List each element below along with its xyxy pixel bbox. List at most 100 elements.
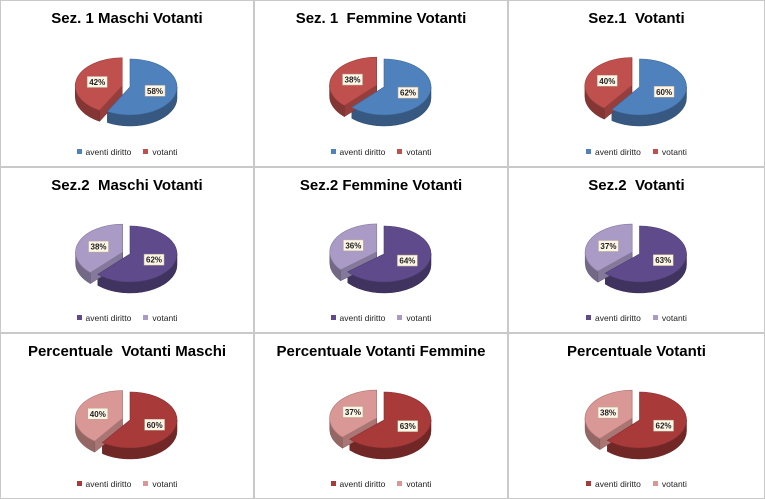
data-label: 60% bbox=[147, 421, 163, 430]
chart-legend: aventi diritto votanti bbox=[509, 313, 764, 323]
data-label: 64% bbox=[399, 257, 415, 266]
chart-title: Sez.2 Votanti bbox=[588, 177, 685, 194]
chart-title: Sez.2 Maschi Votanti bbox=[51, 177, 203, 194]
pie-chart: 62% 38% bbox=[75, 223, 178, 294]
legend-item: votanti bbox=[652, 313, 687, 323]
chart-title: Sez. 1 Maschi Votanti bbox=[51, 10, 203, 27]
data-label-box bbox=[397, 86, 419, 99]
chart-panel: Percentuale Votanti 62% 38% aventi diritto v… bbox=[508, 333, 765, 499]
legend-item: aventi diritto bbox=[330, 313, 386, 323]
legend-swatch bbox=[397, 481, 403, 486]
legend-label: aventi diritto bbox=[339, 147, 386, 157]
pie-slice-aventi-diritto bbox=[347, 225, 432, 283]
legend-label: votanti bbox=[661, 479, 687, 489]
legend-item: votanti bbox=[143, 147, 177, 157]
pie-chart: 60% 40% bbox=[584, 57, 687, 127]
legend-label: votanti bbox=[152, 313, 178, 323]
data-label: 38% bbox=[91, 243, 107, 252]
data-label-box bbox=[342, 406, 364, 418]
chart-legend: aventi diritto votanti bbox=[1, 147, 253, 157]
pie-slice-aventi-diritto bbox=[106, 58, 178, 116]
legend-item: votanti bbox=[143, 313, 177, 323]
data-label: 63% bbox=[400, 422, 416, 431]
legend-label: votanti bbox=[152, 479, 178, 489]
legend-label: aventi diritto bbox=[339, 313, 386, 323]
data-label: 58% bbox=[147, 87, 163, 96]
chart-legend: aventi diritto votanti bbox=[1, 479, 253, 489]
legend-label: votanti bbox=[406, 479, 432, 489]
pie-slice-aventi-diritto bbox=[606, 391, 687, 449]
chart-panel: Percentuale Votanti Maschi 60% 40% aventi d… bbox=[0, 333, 254, 499]
legend-swatch bbox=[143, 481, 149, 486]
pie-chart: 63% 37% bbox=[329, 389, 432, 460]
data-label: 40% bbox=[599, 77, 615, 86]
data-label-box bbox=[653, 419, 674, 432]
chart-title: Sez. 1 Femmine Votanti bbox=[295, 10, 467, 27]
legend-label: aventi diritto bbox=[595, 147, 641, 157]
data-label-box bbox=[342, 73, 363, 86]
legend-label: aventi diritto bbox=[85, 479, 132, 489]
legend-label: aventi diritto bbox=[595, 313, 641, 323]
data-label-box bbox=[86, 76, 108, 88]
chart-panel: Sez.2 Votanti 63% 37% aventi diritto votanti bbox=[508, 167, 765, 333]
pie-chart: 58% 42% bbox=[74, 57, 178, 127]
chart-title: Percentuale Votanti Femmine bbox=[276, 343, 486, 360]
chart-panel: Sez.1 Votanti 60% 40% aventi diritto votanti bbox=[508, 0, 765, 167]
legend-swatch bbox=[586, 481, 592, 486]
data-label: 62% bbox=[146, 256, 162, 265]
legend-item: votanti bbox=[652, 147, 687, 157]
data-label-box bbox=[652, 254, 674, 266]
data-label-box bbox=[143, 253, 165, 266]
legend-label: votanti bbox=[661, 147, 687, 157]
legend-label: votanti bbox=[661, 313, 687, 323]
chart-legend: aventi diritto votanti bbox=[255, 479, 507, 489]
data-label: 63% bbox=[655, 256, 671, 265]
pie-slice-aventi-diritto bbox=[101, 391, 178, 449]
pie-slice-aventi-diritto bbox=[351, 58, 432, 116]
chart-legend: aventi diritto votanti bbox=[509, 147, 764, 157]
legend-swatch bbox=[397, 149, 403, 154]
legend-item: aventi diritto bbox=[586, 147, 641, 157]
legend-swatch bbox=[143, 149, 149, 154]
legend-swatch bbox=[397, 315, 403, 320]
chart-legend: aventi diritto votanti bbox=[1, 313, 253, 323]
legend-swatch bbox=[586, 149, 592, 154]
legend-item: aventi diritto bbox=[330, 147, 386, 157]
data-label: 38% bbox=[345, 76, 361, 85]
pie-chart: 64% 36% bbox=[329, 223, 432, 294]
data-label: 40% bbox=[90, 410, 106, 419]
legend-label: votanti bbox=[406, 147, 432, 157]
pie-slice-aventi-diritto bbox=[97, 225, 178, 283]
legend-swatch bbox=[76, 481, 82, 486]
legend-swatch bbox=[76, 149, 82, 154]
data-label-box bbox=[88, 240, 109, 253]
pie-chart: 62% 38% bbox=[329, 56, 432, 127]
chart-panel: Sez. 1 Femmine Votanti 62% 38% aventi dirit… bbox=[254, 0, 508, 167]
legend-label: aventi diritto bbox=[85, 313, 132, 323]
data-label: 42% bbox=[89, 78, 105, 87]
chart-legend: aventi diritto votanti bbox=[509, 479, 764, 489]
data-label: 37% bbox=[345, 408, 361, 417]
chart-legend: aventi diritto votanti bbox=[255, 313, 507, 323]
legend-item: votanti bbox=[397, 479, 431, 489]
legend-swatch bbox=[652, 481, 658, 486]
chart-title: Percentuale Votanti bbox=[567, 343, 706, 360]
legend-swatch bbox=[586, 315, 592, 320]
data-label: 38% bbox=[600, 409, 616, 418]
data-label-box bbox=[343, 239, 364, 252]
pie-slice-aventi-diritto bbox=[611, 58, 687, 116]
chart-panel: Sez.2 Maschi Votanti 62% 38% aventi diritto… bbox=[0, 167, 254, 333]
legend-swatch bbox=[330, 481, 336, 486]
chart-title: Sez.2 Femmine Votanti bbox=[299, 177, 463, 194]
data-label-box bbox=[144, 85, 166, 97]
data-label: 62% bbox=[400, 89, 416, 98]
legend-label: votanti bbox=[406, 313, 432, 323]
legend-item: aventi diritto bbox=[76, 147, 131, 157]
chart-panel: Percentuale Votanti Femmine 63% 37% aventi … bbox=[254, 333, 508, 499]
legend-item: votanti bbox=[397, 147, 431, 157]
legend-item: votanti bbox=[143, 479, 177, 489]
legend-swatch bbox=[652, 315, 658, 320]
legend-swatch bbox=[652, 149, 658, 154]
data-label-box bbox=[653, 86, 675, 98]
